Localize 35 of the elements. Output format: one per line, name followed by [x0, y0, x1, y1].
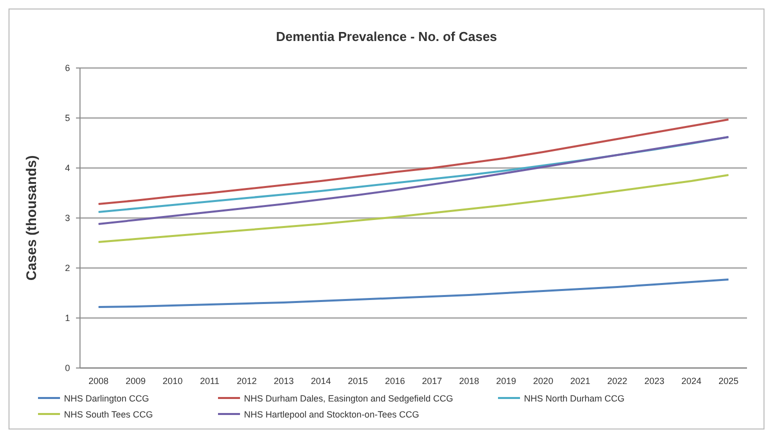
y-tick-label: 3: [64, 213, 70, 223]
x-tick-label: 2012: [236, 376, 257, 386]
x-tick-label: 2017: [422, 376, 442, 386]
x-tick-label: 2022: [607, 376, 628, 386]
x-tick-label: 2009: [126, 376, 146, 386]
chart-title: Dementia Prevalence - No. of Cases: [276, 29, 498, 44]
y-tick-label: 2: [64, 263, 70, 273]
x-tick-label: 2019: [496, 376, 516, 386]
y-tick-label: 0: [64, 363, 70, 373]
x-tick-label: 2020: [533, 376, 554, 386]
legend-label: NHS Darlington CCG: [64, 394, 150, 404]
legend-label: NHS North Durham CCG: [524, 394, 625, 404]
legend-label: NHS South Tees CCG: [64, 410, 153, 420]
x-tick-label: 2021: [570, 376, 590, 386]
x-tick-label: 2010: [162, 376, 183, 386]
line-series: [98, 118, 730, 205]
x-tick-label: 2018: [459, 376, 480, 386]
x-tick-label: 2024: [681, 376, 702, 386]
x-tick-label: 2025: [718, 376, 738, 386]
x-tick-label: 2014: [310, 376, 331, 386]
y-tick-label: 4: [64, 163, 70, 173]
y-axis-title: Cases (thousands): [23, 155, 39, 281]
line-series: [98, 278, 730, 308]
legend-label: NHS Hartlepool and Stockton-on-Tees CCG: [244, 410, 420, 420]
x-tick-label: 2013: [274, 376, 294, 386]
y-tick-label: 1: [64, 313, 70, 323]
x-tick-label: 2016: [384, 376, 405, 386]
y-tick-label: 6: [64, 63, 70, 73]
y-tick-label: 5: [64, 113, 70, 123]
line-series: [98, 174, 730, 243]
x-tick-label: 2023: [644, 376, 664, 386]
x-tick-label: 2011: [200, 376, 220, 386]
x-tick-label: 2015: [348, 376, 368, 386]
x-tick-label: 2008: [88, 376, 109, 386]
legend-label: NHS Durham Dales, Easington and Sedgefield CCG: [244, 394, 454, 404]
